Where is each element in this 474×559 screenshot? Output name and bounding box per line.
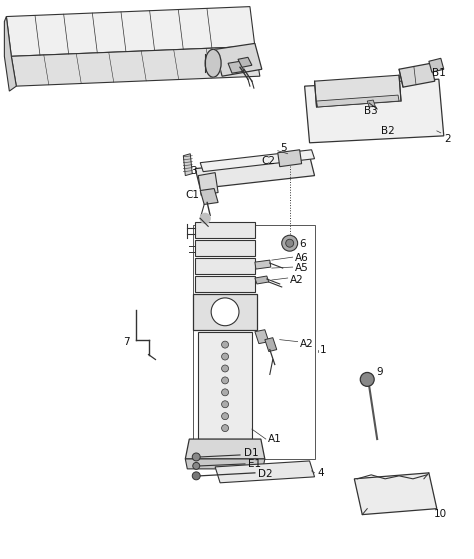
Polygon shape — [195, 276, 255, 292]
Circle shape — [221, 401, 228, 408]
Circle shape — [211, 298, 239, 326]
Polygon shape — [255, 330, 269, 344]
Polygon shape — [195, 240, 255, 256]
Polygon shape — [195, 258, 255, 274]
Polygon shape — [367, 100, 375, 107]
Polygon shape — [198, 331, 252, 439]
Text: 5: 5 — [280, 143, 286, 153]
Text: 9: 9 — [376, 367, 383, 377]
Text: 1: 1 — [319, 344, 326, 354]
Text: B2: B2 — [381, 126, 395, 136]
Circle shape — [360, 372, 374, 386]
Text: 3: 3 — [190, 165, 197, 176]
Polygon shape — [305, 79, 444, 143]
Text: 4: 4 — [318, 468, 324, 478]
Polygon shape — [317, 95, 399, 107]
Polygon shape — [200, 150, 315, 172]
Circle shape — [286, 239, 294, 247]
Polygon shape — [195, 222, 255, 238]
Text: B1: B1 — [432, 68, 446, 78]
Circle shape — [192, 472, 200, 480]
Text: 7: 7 — [123, 337, 129, 347]
Polygon shape — [255, 276, 269, 284]
Polygon shape — [399, 63, 435, 87]
Polygon shape — [185, 439, 265, 459]
Circle shape — [282, 235, 298, 251]
Polygon shape — [315, 75, 401, 107]
Polygon shape — [429, 58, 444, 72]
Polygon shape — [255, 260, 271, 269]
Text: 6: 6 — [300, 239, 306, 249]
Text: 2: 2 — [444, 134, 450, 144]
Polygon shape — [6, 7, 255, 56]
Polygon shape — [198, 173, 218, 196]
Ellipse shape — [205, 49, 221, 77]
Polygon shape — [11, 46, 260, 86]
Text: D1: D1 — [244, 448, 259, 458]
Text: A1: A1 — [268, 434, 282, 444]
Text: C2: C2 — [262, 156, 276, 165]
Polygon shape — [228, 61, 244, 73]
Polygon shape — [183, 154, 192, 176]
Circle shape — [192, 453, 200, 461]
Polygon shape — [4, 17, 16, 91]
Text: C1: C1 — [185, 191, 199, 201]
Polygon shape — [278, 150, 301, 167]
Circle shape — [221, 377, 228, 384]
Text: 10: 10 — [434, 509, 447, 519]
Polygon shape — [238, 58, 252, 67]
Circle shape — [193, 462, 200, 470]
Circle shape — [221, 413, 228, 420]
Text: B3: B3 — [364, 106, 378, 116]
Circle shape — [221, 389, 228, 396]
Polygon shape — [215, 44, 262, 76]
Circle shape — [200, 214, 210, 224]
Polygon shape — [185, 459, 265, 469]
Polygon shape — [215, 461, 315, 483]
Circle shape — [221, 353, 228, 360]
Text: AAE: AAE — [218, 309, 232, 314]
Text: A2: A2 — [290, 275, 303, 285]
Text: A6: A6 — [295, 253, 309, 263]
Text: E1: E1 — [248, 459, 261, 469]
Polygon shape — [193, 294, 257, 330]
Text: A5: A5 — [295, 263, 309, 273]
Text: D2: D2 — [258, 469, 273, 479]
Polygon shape — [265, 338, 277, 352]
Polygon shape — [354, 473, 437, 515]
Circle shape — [221, 341, 228, 348]
Circle shape — [221, 425, 228, 432]
Text: A2: A2 — [300, 339, 313, 349]
Circle shape — [221, 365, 228, 372]
Polygon shape — [200, 188, 218, 205]
Polygon shape — [195, 156, 315, 188]
